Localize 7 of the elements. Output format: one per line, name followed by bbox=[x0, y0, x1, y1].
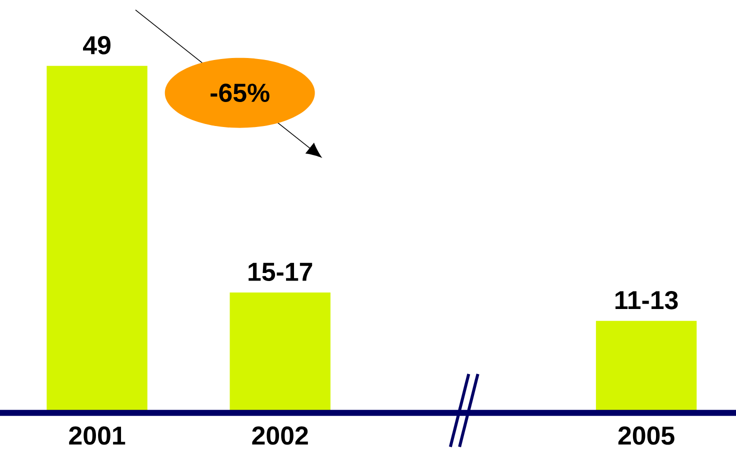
annotation: -65% bbox=[210, 84, 270, 102]
x-tick-label: 2001 bbox=[69, 426, 126, 445]
data-label: 11-13 bbox=[616, 290, 678, 310]
data-label: 49 bbox=[83, 36, 110, 54]
x-tick-label: 2002 bbox=[252, 426, 308, 445]
data-label: 15-17 bbox=[248, 262, 312, 282]
x-tick-label: 2005 bbox=[618, 426, 674, 445]
